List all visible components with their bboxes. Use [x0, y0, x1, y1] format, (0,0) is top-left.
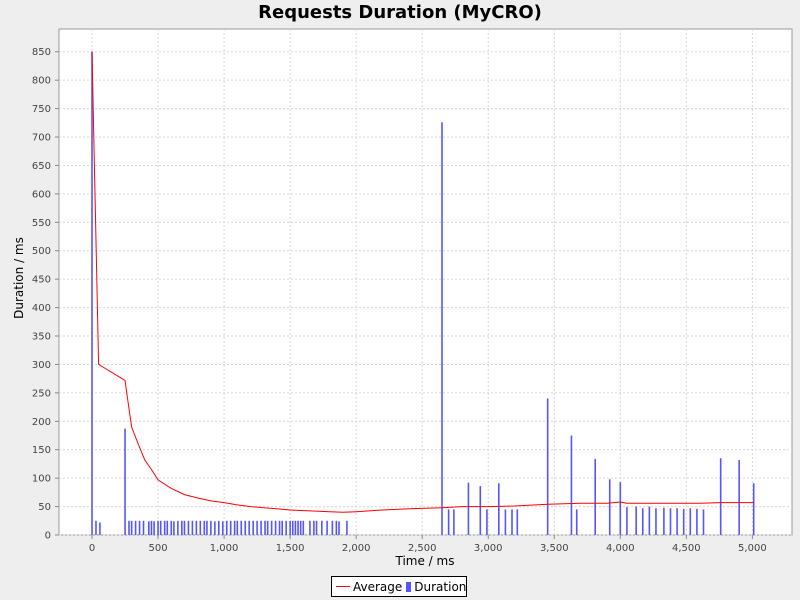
- x-tick-label: 0: [89, 543, 95, 554]
- y-tick-label: 600: [32, 189, 51, 200]
- x-tick-label: 1,500: [276, 543, 305, 554]
- legend-label-duration: Duration: [414, 579, 467, 594]
- chart-title: Requests Duration (MyCRO): [258, 2, 542, 23]
- x-tick-label: 4,500: [672, 543, 701, 554]
- x-tick-label: 3,500: [540, 543, 569, 554]
- y-tick-label: 550: [32, 218, 51, 229]
- x-axis: 0 500 1,000 1,500 2,000 2,500 3,000 3,500 4,000 4…: [89, 535, 767, 554]
- x-tick-label: 2,500: [408, 543, 437, 554]
- legend-item-average: Average: [336, 580, 402, 594]
- y-tick-label: 50: [38, 502, 51, 513]
- legend-item-duration: Duration: [406, 580, 466, 594]
- y-axis: 0 50 100 150 200 250 300 350 400 450 500 550 600 650 7…: [32, 47, 59, 542]
- y-tick-label: 500: [32, 246, 51, 257]
- legend: Average Duration: [331, 576, 467, 597]
- legend-label-average: Average: [353, 579, 403, 594]
- y-axis-title: Duration / ms: [12, 237, 26, 319]
- y-tick-label: 850: [32, 47, 51, 58]
- plot-area: [58, 28, 793, 536]
- x-tick-label: 4,000: [606, 543, 635, 554]
- y-tick-label: 0: [45, 531, 51, 542]
- y-tick-label: 650: [32, 161, 51, 172]
- y-tick-label: 350: [32, 332, 51, 343]
- x-tick-label: 2,000: [342, 543, 371, 554]
- average-line: [91, 51, 754, 513]
- x-tick-label: 3,000: [474, 543, 503, 554]
- average-line-group: [91, 51, 754, 513]
- x-tick-label: 5,000: [738, 543, 767, 554]
- y-tick-label: 450: [32, 275, 51, 286]
- x-tick-label: 1,000: [210, 543, 239, 554]
- average-swatch: [336, 586, 350, 587]
- y-tick-label: 300: [32, 360, 51, 371]
- y-tick-label: 700: [32, 133, 51, 144]
- duration-bars: [91, 51, 755, 535]
- y-tick-label: 150: [32, 445, 51, 456]
- y-tick-label: 200: [32, 417, 51, 428]
- y-tick-label: 100: [32, 474, 51, 485]
- y-tick-label: 250: [32, 388, 51, 399]
- x-tick-label: 500: [149, 543, 168, 554]
- x-axis-title: Time / ms: [395, 554, 455, 568]
- chart-svg: 0 500 1,000 1,500 2,000 2,500 3,000 3,500 4,000 4…: [12, 28, 793, 568]
- y-tick-label: 750: [32, 104, 51, 115]
- y-tick-label: 800: [32, 76, 51, 87]
- y-tick-label: 400: [32, 303, 51, 314]
- duration-swatch: [406, 581, 412, 592]
